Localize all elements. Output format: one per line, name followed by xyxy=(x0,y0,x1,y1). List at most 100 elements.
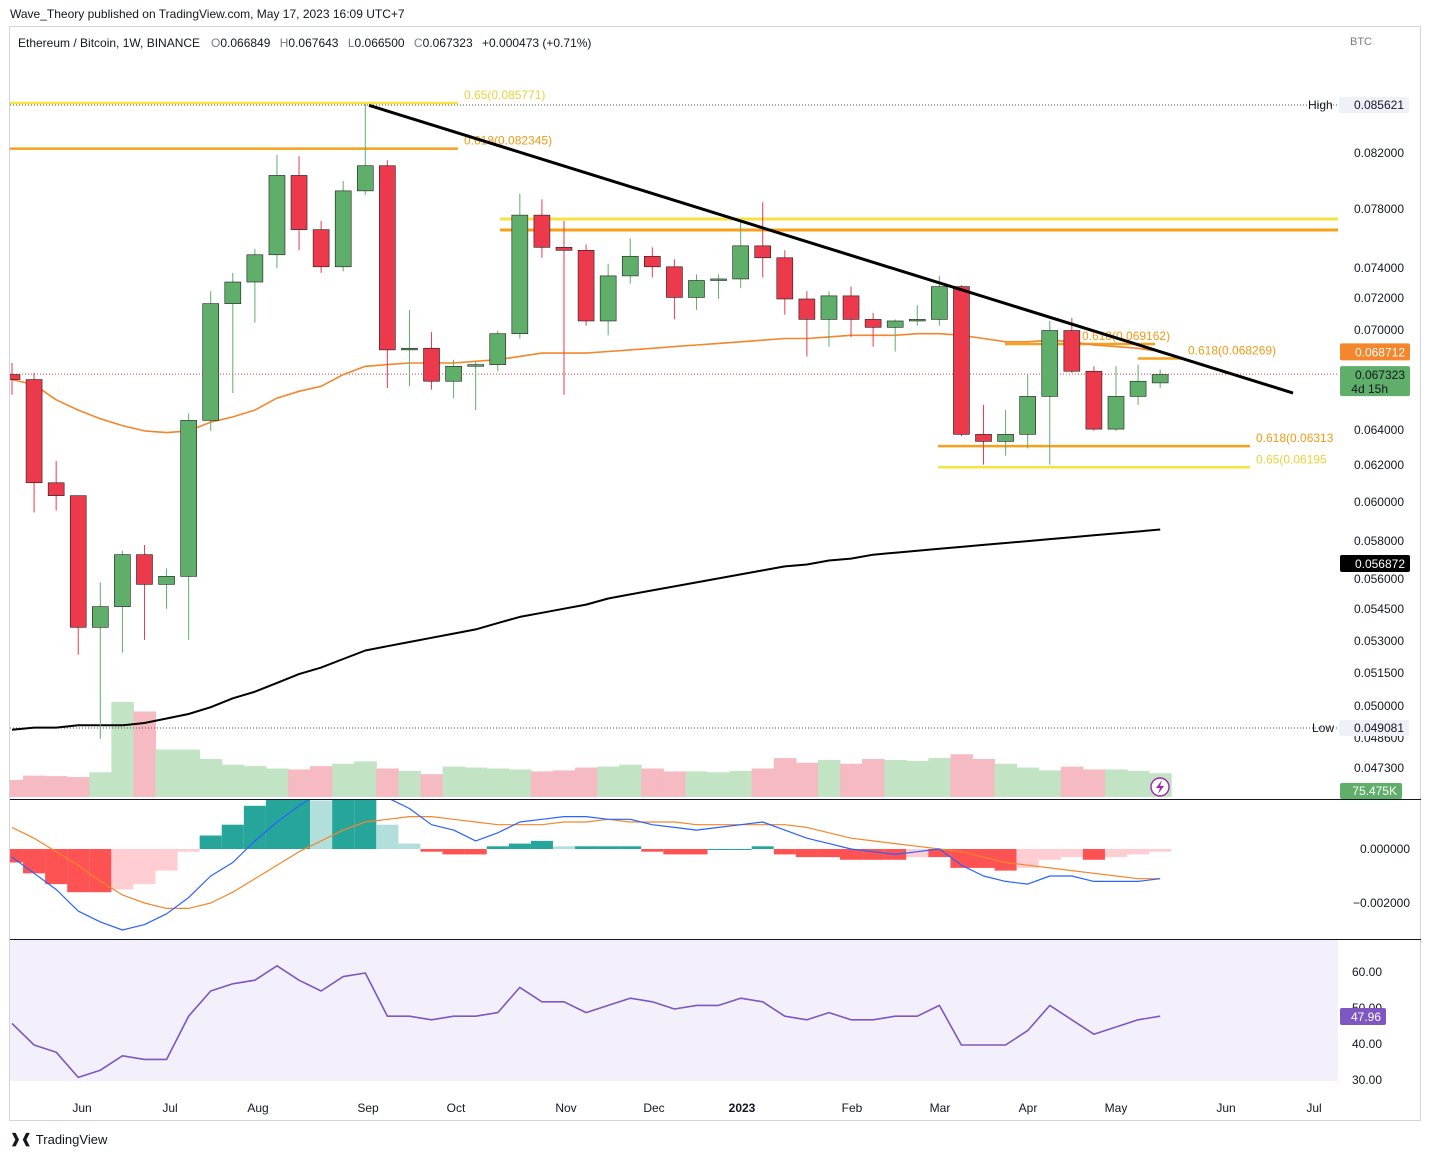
volume-bar xyxy=(111,702,134,797)
candle-body[interactable] xyxy=(732,245,749,280)
candle-body[interactable] xyxy=(25,379,43,484)
open-value: 0.066849 xyxy=(220,36,270,50)
volume-bar xyxy=(840,763,863,797)
candle-body[interactable] xyxy=(688,280,705,298)
candle-body[interactable] xyxy=(92,606,109,628)
macd-signal-line[interactable] xyxy=(11,815,1161,910)
price-axis-tick: 0.050000 xyxy=(1354,699,1404,713)
last-price-tag[interactable] xyxy=(1340,366,1410,397)
candle-body[interactable] xyxy=(47,482,65,496)
ema-50-line[interactable] xyxy=(11,332,1161,434)
candle-body[interactable] xyxy=(1129,380,1147,397)
candle-body[interactable] xyxy=(290,175,308,230)
high-marker-tag[interactable]: 0.085621 xyxy=(1339,97,1409,113)
low-marker-tag-text: 0.049081 xyxy=(1354,721,1404,735)
rsi-value-tag[interactable]: 47.96 xyxy=(1340,1008,1386,1025)
volume-bar xyxy=(67,777,90,797)
candle-body[interactable] xyxy=(908,319,926,322)
candle-body[interactable] xyxy=(445,365,462,382)
macd-histogram-bar xyxy=(23,849,46,874)
macd-histogram-bar xyxy=(133,849,156,885)
candle-body[interactable] xyxy=(136,554,153,585)
fib-level-label: 0.618(0.069162) xyxy=(1082,329,1170,343)
candle-body[interactable] xyxy=(114,554,131,607)
volume-tag[interactable]: 75.475K xyxy=(1340,783,1402,799)
candle-body[interactable] xyxy=(1085,370,1103,430)
candle-body[interactable] xyxy=(864,319,882,328)
macd-histogram-bar xyxy=(950,849,973,868)
candle-body[interactable] xyxy=(577,249,595,322)
macd-line[interactable] xyxy=(11,779,1161,931)
candle-body[interactable] xyxy=(533,214,551,248)
volume-bar xyxy=(464,767,488,797)
candle-body[interactable] xyxy=(1019,396,1036,435)
candle-body[interactable] xyxy=(842,295,860,320)
rsi-band xyxy=(10,940,1338,1081)
volume-bar xyxy=(1127,770,1150,797)
candle-body[interactable] xyxy=(975,434,992,442)
candle-body[interactable] xyxy=(644,255,661,268)
candle-body[interactable] xyxy=(555,247,573,251)
sma-200-line[interactable] xyxy=(11,528,1161,731)
candle-body[interactable] xyxy=(754,245,772,259)
candle-body[interactable] xyxy=(621,255,639,277)
volume-bar xyxy=(950,754,973,797)
macd-histogram-bar xyxy=(442,849,465,855)
ema-price-tag-text: 0.068712 xyxy=(1355,345,1405,359)
candle-body[interactable] xyxy=(312,229,330,268)
macd-histogram-bar xyxy=(1104,849,1128,858)
macd-histogram-bar xyxy=(641,849,664,852)
sma-price-tag[interactable]: 0.056872 xyxy=(1340,555,1410,573)
candle-body[interactable] xyxy=(401,347,418,351)
candle-body[interactable] xyxy=(953,286,970,435)
candle-body[interactable] xyxy=(1041,330,1059,397)
time-axis-tick: Mar xyxy=(930,1101,951,1115)
candle-body[interactable] xyxy=(1063,330,1081,372)
candle-body[interactable] xyxy=(4,374,21,380)
candle-body[interactable] xyxy=(820,295,838,320)
candle-body[interactable] xyxy=(776,257,794,300)
candle-body[interactable] xyxy=(931,286,948,320)
candle-body[interactable] xyxy=(202,303,220,421)
high-value: 0.067643 xyxy=(288,36,338,50)
lightning-icon[interactable] xyxy=(1150,777,1170,797)
footer-brand: TradingView xyxy=(35,1131,108,1147)
macd-histogram-bar xyxy=(508,843,531,849)
macd-histogram-bar xyxy=(1082,849,1105,860)
candle-body[interactable] xyxy=(666,266,683,298)
candle-body[interactable] xyxy=(268,175,286,256)
candle-body[interactable] xyxy=(246,254,264,283)
candle-body[interactable] xyxy=(710,278,727,281)
rsi-line[interactable] xyxy=(11,964,1161,1079)
candle-body[interactable] xyxy=(224,281,242,304)
candle-body[interactable] xyxy=(467,364,484,367)
candle-body[interactable] xyxy=(511,214,529,335)
price-axis-tick: 0.070000 xyxy=(1354,323,1404,337)
descending-trendline[interactable] xyxy=(368,103,1294,395)
candle-body[interactable] xyxy=(423,347,440,382)
candle-body[interactable] xyxy=(489,333,507,365)
volume-bar xyxy=(310,766,333,797)
candle-body[interactable] xyxy=(334,190,352,268)
low-marker-tag-bg xyxy=(1339,720,1409,736)
candle-body[interactable] xyxy=(886,320,904,328)
macd-axis-tick: 0.000000 xyxy=(1360,842,1410,856)
low-marker-tag[interactable]: 0.049081 xyxy=(1339,720,1409,736)
ema-price-tag[interactable]: 0.068712 xyxy=(1340,343,1410,361)
macd-histogram-bar xyxy=(420,849,443,852)
last-price-tag-bg xyxy=(1340,366,1410,397)
candle-body[interactable] xyxy=(158,576,175,585)
candle-body[interactable] xyxy=(1107,396,1125,430)
candle-body[interactable] xyxy=(599,275,617,322)
candle-body[interactable] xyxy=(180,420,197,577)
volume-bar xyxy=(155,749,179,797)
candle-body[interactable] xyxy=(356,165,374,192)
candle-body[interactable] xyxy=(798,298,816,320)
candle-body[interactable] xyxy=(1151,374,1169,384)
volume-bar xyxy=(486,768,510,797)
candle-body[interactable] xyxy=(997,434,1014,442)
candle-body[interactable] xyxy=(379,165,396,351)
macd-histogram-bar xyxy=(773,849,796,855)
candle-body[interactable] xyxy=(69,495,87,628)
